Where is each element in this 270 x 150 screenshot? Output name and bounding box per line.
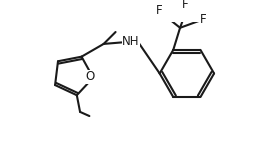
Text: F: F [182, 0, 188, 11]
Text: NH: NH [122, 35, 140, 48]
Text: F: F [200, 13, 206, 26]
Text: O: O [85, 70, 94, 83]
Text: F: F [156, 4, 162, 17]
